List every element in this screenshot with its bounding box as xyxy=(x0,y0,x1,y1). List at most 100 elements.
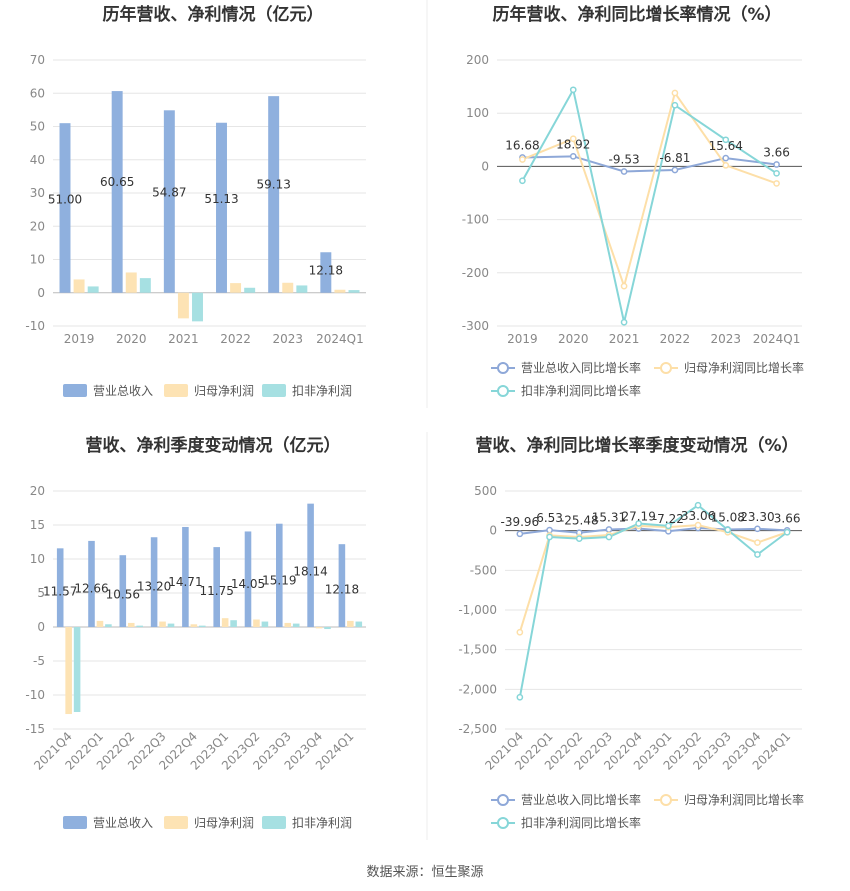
y-tick-label: 0 xyxy=(489,524,497,538)
bar-deducted-profit xyxy=(192,292,203,322)
line-point xyxy=(516,530,524,538)
line-series-revenue-growth xyxy=(519,527,788,535)
data-label: 15.64 xyxy=(709,139,743,153)
legend-label: 营业总收入同比增长率 xyxy=(521,792,641,807)
y-tick-label: -2,000 xyxy=(458,682,497,696)
line-point xyxy=(635,520,643,527)
data-label: 18.92 xyxy=(556,137,590,151)
data-label: 14.05 xyxy=(231,577,265,591)
line-point xyxy=(620,318,628,326)
data-label: 54.87 xyxy=(152,185,186,199)
data-source-label: 数据来源：恒生聚源 xyxy=(366,865,483,880)
bar-parent-profit xyxy=(221,618,229,627)
chart-title: 营收、净利季度变动情况（亿元） xyxy=(86,435,341,456)
data-label: -9.53 xyxy=(609,152,640,166)
y-tick-label: -10 xyxy=(25,319,45,333)
y-tick-label: -300 xyxy=(462,319,489,333)
line-point xyxy=(546,526,553,534)
bar-revenue xyxy=(213,547,220,627)
y-tick-label: 500 xyxy=(474,484,497,498)
legend-label: 归母净利润同比增长率 xyxy=(684,360,804,375)
data-label: 51.13 xyxy=(204,192,238,206)
bar-deducted-profit xyxy=(230,620,237,627)
bar-deducted-profit xyxy=(348,290,360,293)
line-series-parent-growth xyxy=(518,524,788,633)
y-tick-label: 200 xyxy=(466,53,489,67)
legend-label: 营业总收入 xyxy=(93,384,153,398)
line-series-parent-growth xyxy=(522,90,777,290)
legend-label: 归母净利润 xyxy=(194,384,254,398)
line-point xyxy=(519,177,526,185)
x-tick-label: 2019 xyxy=(507,332,538,346)
data-label: 3.66 xyxy=(763,145,790,159)
x-tick-label: 2021 xyxy=(168,332,199,346)
legend-swatch xyxy=(63,384,87,397)
bar-revenue xyxy=(163,110,175,293)
legend-swatch xyxy=(164,816,188,829)
bar-deducted-profit xyxy=(87,286,99,293)
line-point xyxy=(665,522,672,530)
legend-label: 扣非净利润 xyxy=(292,816,352,830)
data-label: -6.81 xyxy=(659,151,690,165)
data-label: 16.68 xyxy=(505,139,539,153)
data-label: 12.18 xyxy=(309,263,343,277)
bar-revenue xyxy=(268,96,280,293)
legend-swatch xyxy=(164,384,188,397)
line-point xyxy=(773,161,780,168)
bar-deducted-profit xyxy=(355,621,363,627)
bar-revenue xyxy=(56,548,64,627)
line-point xyxy=(754,525,761,533)
y-tick-label: -5 xyxy=(33,654,45,668)
bar-deducted-profit xyxy=(139,278,151,293)
data-label: 60.65 xyxy=(100,175,134,189)
line-series-deducted-growth xyxy=(518,504,788,698)
line-point xyxy=(671,89,679,97)
bar-revenue xyxy=(216,122,227,293)
line-point xyxy=(620,168,628,175)
legend-label: 扣非净利润 xyxy=(292,384,352,398)
legend-swatch xyxy=(63,816,87,829)
y-tick-label: 0 xyxy=(481,159,489,173)
y-tick-label: 70 xyxy=(30,53,45,67)
bar-parent-profit xyxy=(347,620,354,627)
y-tick-label: 10 xyxy=(30,253,45,267)
bar-revenue xyxy=(59,123,71,293)
bar-parent-profit xyxy=(177,292,189,319)
chart-quarterly-growth: 营收、净利同比增长率季度变动情况（%） -2,500 -2,000 -1,500 -1,… xyxy=(458,435,804,830)
legend-label: 归母净利润同比增长率 xyxy=(684,792,804,807)
legend-marker xyxy=(660,794,672,806)
y-tick-label: 5 xyxy=(37,586,45,600)
legend-marker xyxy=(497,817,509,829)
line-point xyxy=(722,161,730,169)
data-label: 15.08 xyxy=(711,510,745,524)
bar-parent-profit xyxy=(73,279,85,293)
data-label: 13.20 xyxy=(137,580,171,594)
line-point xyxy=(773,169,780,177)
data-label: 59.13 xyxy=(256,178,290,192)
y-tick-label: 50 xyxy=(30,120,45,134)
legend-label: 扣非净利润同比增长率 xyxy=(521,815,641,830)
line-point xyxy=(519,156,526,163)
y-tick-label: 30 xyxy=(30,186,45,200)
data-label: 10.56 xyxy=(106,588,140,602)
line-point xyxy=(671,101,679,109)
line-point xyxy=(569,135,577,143)
data-label: 33.06 xyxy=(681,509,715,523)
legend-label: 营业总收入 xyxy=(93,816,153,830)
data-label: 51.00 xyxy=(48,192,82,206)
legend-marker xyxy=(497,362,509,374)
x-tick-label: 2024Q1 xyxy=(753,332,801,346)
line-point xyxy=(516,628,524,636)
bar-parent-profit xyxy=(96,620,104,627)
y-tick-label: 100 xyxy=(466,106,489,120)
y-tick-label: -500 xyxy=(470,563,497,577)
chart-title: 历年营收、净利情况（亿元） xyxy=(103,4,324,25)
bar-revenue xyxy=(150,537,158,627)
y-tick-label: 60 xyxy=(30,86,45,100)
bar-revenue xyxy=(338,544,346,627)
chart-annual-amount: 历年营收、净利情况（亿元） -10 0 10 20 30 40 50 60 70 2019 2020 2… xyxy=(25,4,366,398)
bar-parent-profit xyxy=(253,619,260,627)
line-point xyxy=(605,526,613,533)
line-point xyxy=(620,282,628,290)
